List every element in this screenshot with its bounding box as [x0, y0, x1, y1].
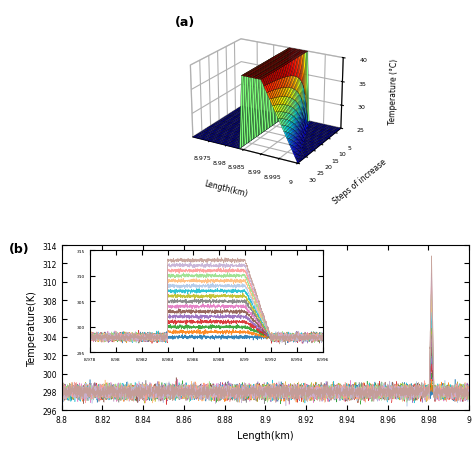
Y-axis label: Steps of increase: Steps of increase — [332, 157, 389, 206]
Text: (b): (b) — [9, 242, 29, 255]
Y-axis label: Temperature(K): Temperature(K) — [27, 290, 36, 366]
X-axis label: Length(km): Length(km) — [203, 179, 248, 199]
Text: (a): (a) — [174, 16, 195, 29]
X-axis label: Length(km): Length(km) — [237, 430, 294, 440]
